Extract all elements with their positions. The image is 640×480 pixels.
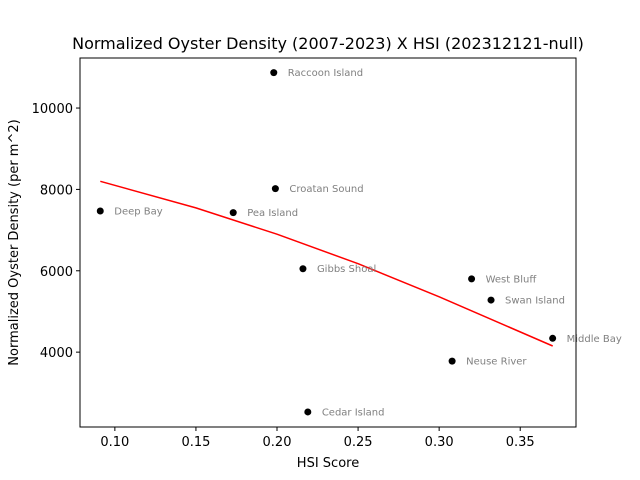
data-point bbox=[96, 207, 104, 215]
point-label: Neuse River bbox=[466, 357, 527, 368]
y-tick-label: 10000 bbox=[32, 102, 73, 117]
x-axis-label: HSI Score bbox=[297, 456, 359, 471]
trend-line bbox=[100, 180, 553, 347]
chart-title: Normalized Oyster Density (2007-2023) X … bbox=[72, 34, 584, 53]
x-tick-label: 0.20 bbox=[263, 435, 292, 450]
plot-frame bbox=[79, 57, 577, 428]
data-point bbox=[448, 357, 456, 365]
point-label: Deep Bay bbox=[114, 206, 163, 217]
y-axis-label: Normalized Oyster Density (per m^2) bbox=[7, 119, 22, 365]
plot-area: Raccoon Island Croatan Sound Deep Bay Pea I… bbox=[96, 68, 622, 418]
data-point bbox=[299, 265, 307, 273]
data-point bbox=[468, 275, 476, 283]
x-tick-label: 0.30 bbox=[425, 435, 454, 450]
x-tick-label: 0.15 bbox=[181, 435, 210, 450]
data-point bbox=[304, 408, 312, 416]
point-label: Cedar Island bbox=[322, 407, 385, 418]
data-point bbox=[549, 334, 557, 342]
point-label: Croatan Sound bbox=[289, 184, 363, 195]
data-point bbox=[270, 69, 278, 77]
point-label: Pea Island bbox=[247, 208, 298, 219]
data-point bbox=[271, 185, 279, 193]
point-label: Raccoon Island bbox=[288, 68, 363, 79]
data-point bbox=[487, 296, 495, 304]
point-label: Middle Bay bbox=[567, 334, 622, 345]
x-tick-label: 0.10 bbox=[100, 435, 129, 450]
x-tick-label: 0.25 bbox=[344, 435, 373, 450]
data-point bbox=[229, 209, 237, 217]
point-label: Gibbs Shoal bbox=[317, 264, 376, 275]
y-tick-label: 6000 bbox=[40, 265, 73, 280]
point-label: West Bluff bbox=[486, 274, 538, 285]
y-tick-label: 4000 bbox=[40, 346, 73, 361]
x-tick-label: 0.35 bbox=[506, 435, 535, 450]
y-tick-label: 8000 bbox=[40, 183, 73, 198]
point-label: Swan Island bbox=[505, 296, 565, 307]
